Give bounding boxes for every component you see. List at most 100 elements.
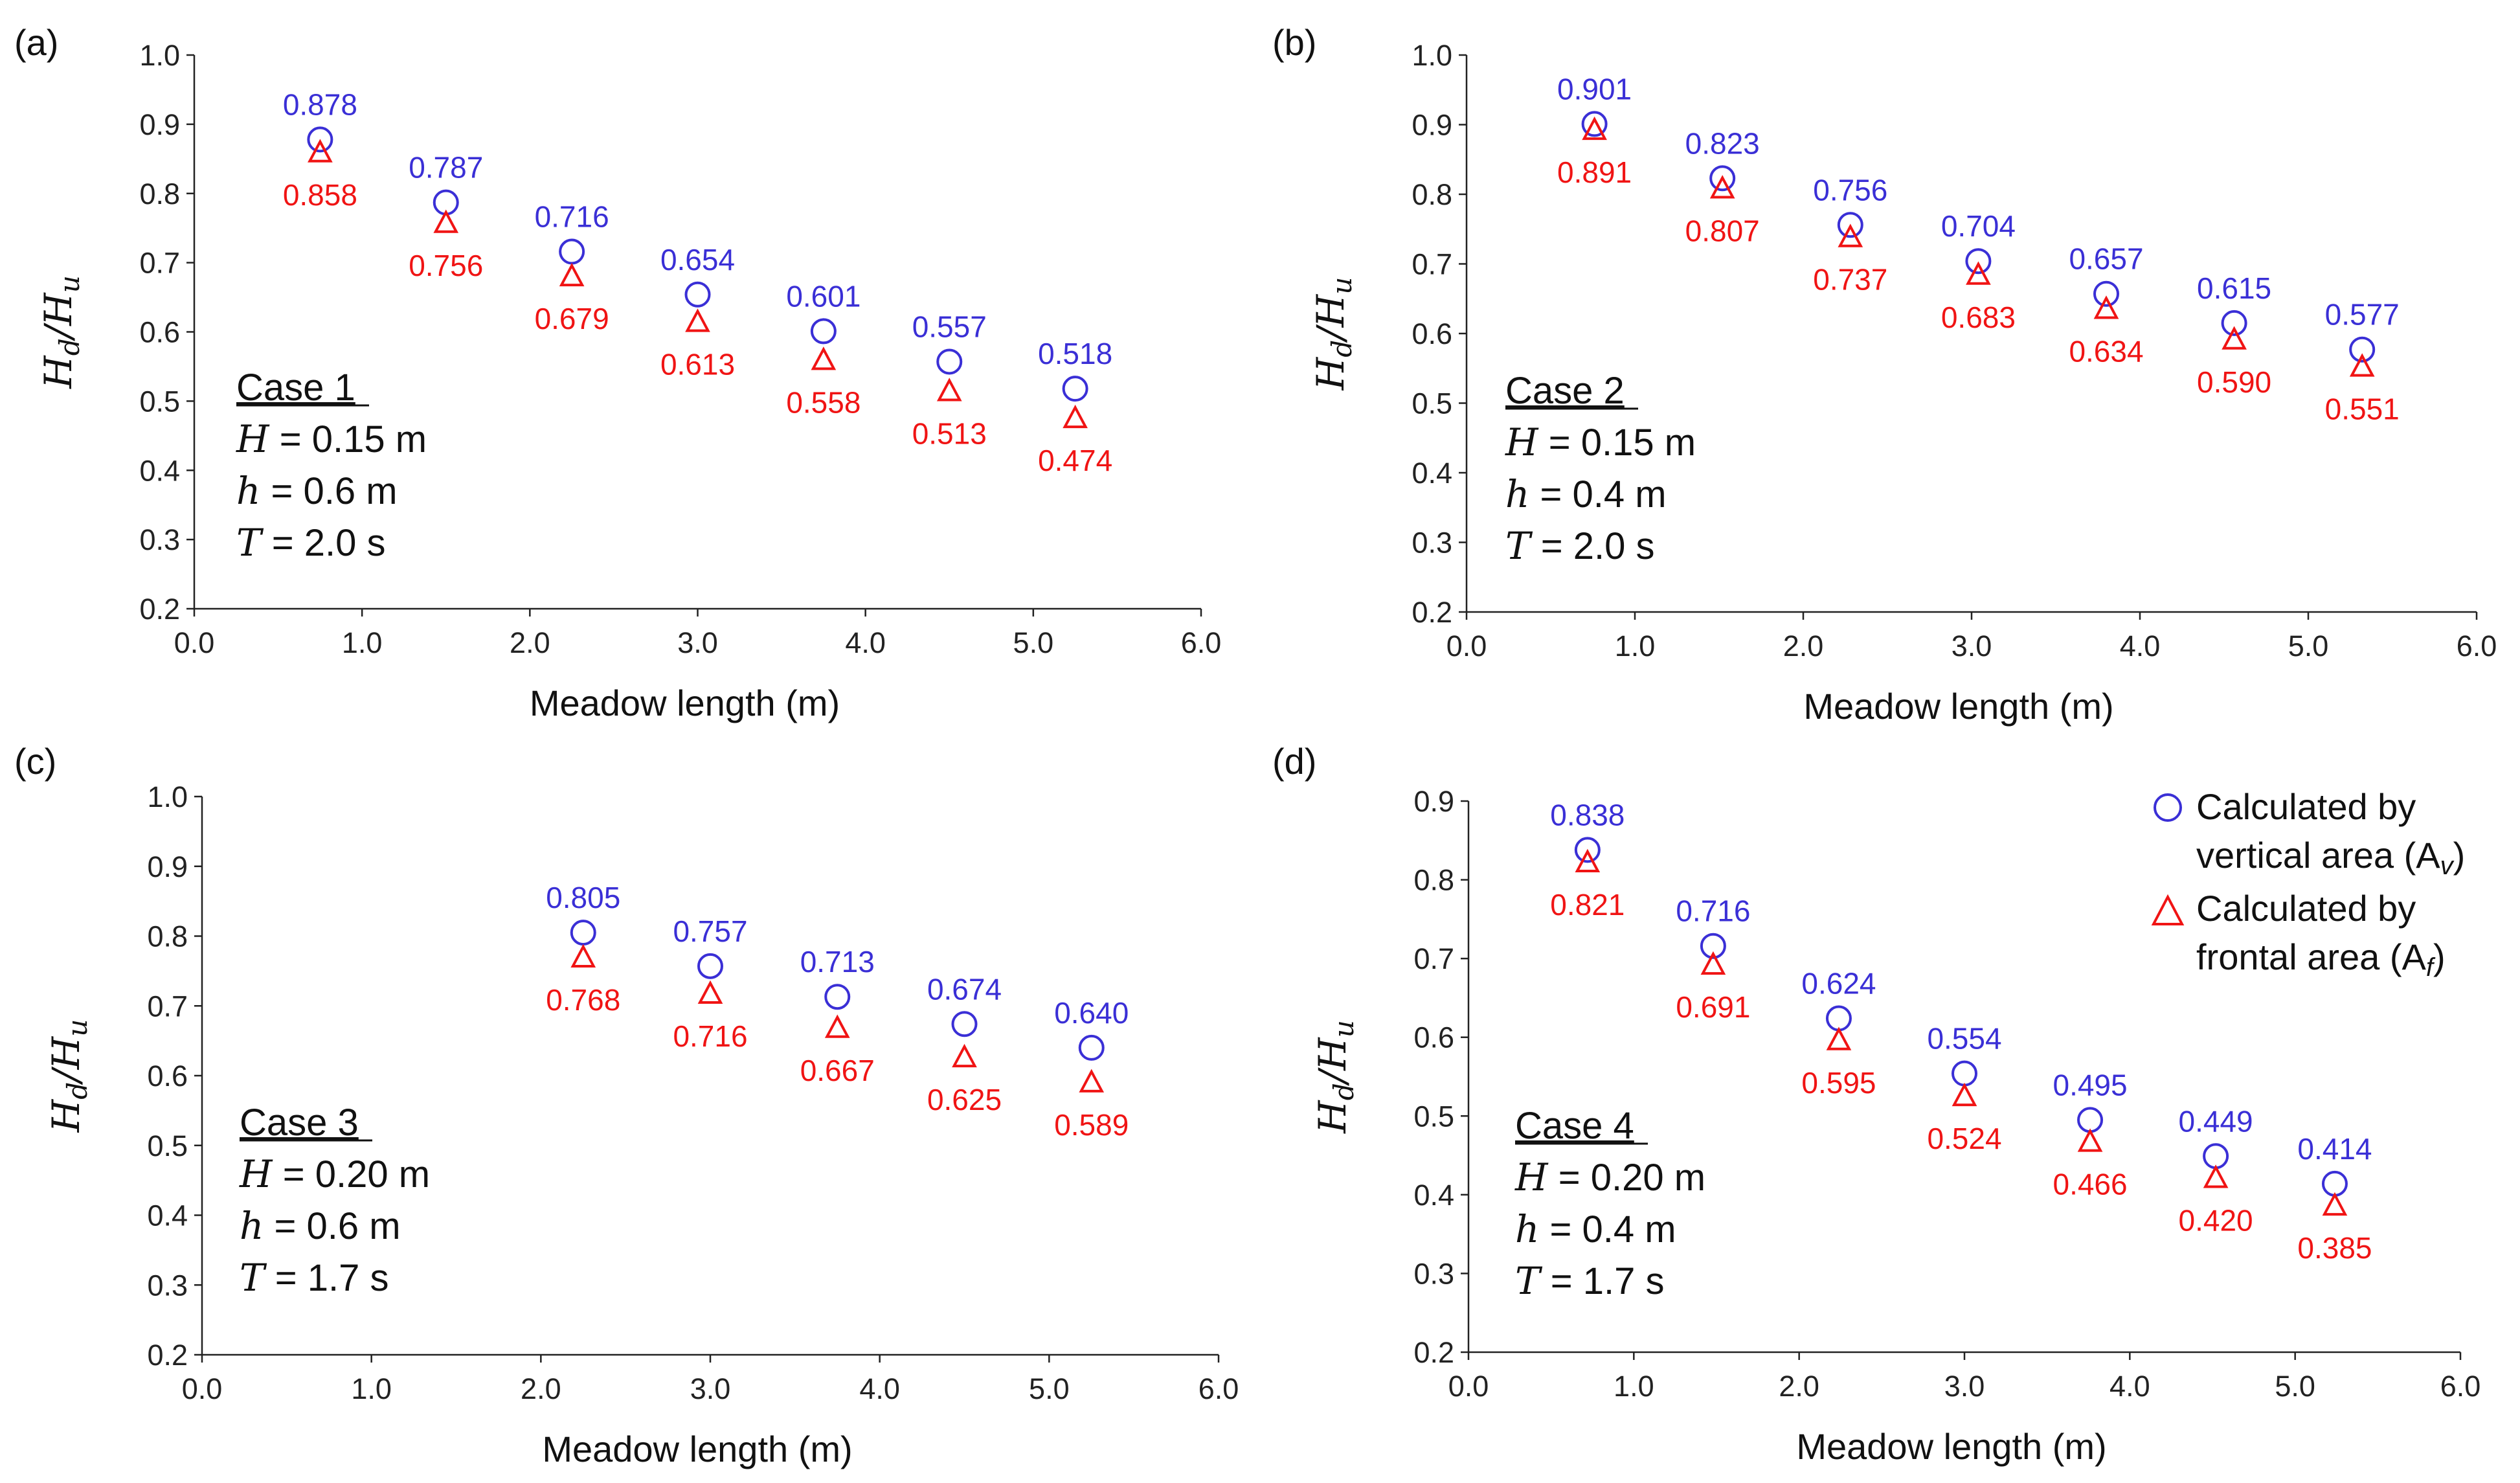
case-info-t: T = 2.0 s	[236, 521, 386, 565]
frontal-area-label: 0.474	[1038, 444, 1112, 477]
frontal-area-point	[1582, 116, 1607, 141]
frontal-area-point	[2322, 1192, 2348, 1216]
vertical-area-point	[2203, 1143, 2229, 1170]
vertical-area-label: 0.615	[2197, 271, 2271, 305]
frontal-area-point	[1575, 848, 1601, 873]
vertical-area-point	[697, 953, 723, 979]
legend: Calculated by vertical area (Av) Calcula…	[2151, 786, 2465, 982]
frontal-area-label: 0.821	[1550, 888, 1625, 922]
y-tick-label: 0.9	[1413, 785, 1454, 818]
y-axis-label: Hd/Hu	[1309, 277, 1358, 391]
legend-frontal-line1: Calculated by	[2196, 888, 2416, 929]
frontal-area-label: 0.513	[912, 416, 987, 450]
frontal-area-label: 0.595	[1801, 1066, 1876, 1100]
frontal-area-point	[1838, 223, 1863, 247]
frontal-area-label: 0.590	[2197, 365, 2271, 399]
x-tick-label: 2.0	[1779, 1370, 1819, 1403]
vertical-area-label: 0.805	[546, 881, 620, 914]
case-info-title: Case 2	[1505, 370, 1625, 412]
x-tick-label: 0.0	[1448, 1370, 1489, 1403]
panel-label: (d)	[1272, 741, 1316, 782]
vertical-area-label: 0.449	[2179, 1104, 2253, 1138]
y-tick-label: 0.2	[139, 593, 180, 626]
y-tick-label: 0.8	[147, 920, 188, 953]
frontal-area-label: 0.634	[2069, 334, 2143, 368]
y-tick-label: 0.3	[139, 523, 180, 556]
x-tick-label: 0.0	[182, 1372, 223, 1405]
panel-a: (a) 0.2 0.3 0.4 0.5 0.6 0.7 0.8 0.9 1.0 0.0 1.0 2.0 3…	[14, 22, 1221, 723]
x-tick-label: 5.0	[1013, 626, 1054, 659]
frontal-area-point	[824, 1014, 850, 1038]
vertical-area-label: 0.757	[673, 914, 747, 948]
case-info-title: Case 4	[1515, 1105, 1634, 1147]
vertical-area-label: 0.878	[283, 87, 357, 121]
vertical-area-label: 0.577	[2325, 298, 2400, 332]
y-tick-label: 0.7	[1412, 248, 1452, 281]
x-axis-label: Meadow length (m)	[530, 683, 840, 723]
x-axis-label: Meadow length (m)	[1803, 686, 2113, 727]
vertical-area-label: 0.838	[1550, 798, 1625, 832]
vertical-area-point	[307, 126, 333, 153]
x-tick-label: 0.0	[174, 626, 215, 659]
y-tick-label: 0.3	[1413, 1257, 1454, 1290]
vertical-area-label: 0.654	[660, 243, 735, 277]
vertical-area-point	[1581, 111, 1608, 137]
frontal-area-point	[559, 262, 585, 287]
frontal-area-label: 0.420	[2179, 1204, 2253, 1238]
x-tick-label: 6.0	[2440, 1370, 2481, 1403]
x-tick-label: 4.0	[845, 626, 886, 659]
case-info-h: H = 0.15 m	[1505, 420, 1696, 464]
vertical-area-label: 0.704	[1941, 209, 2016, 243]
x-tick-label: 1.0	[1615, 629, 1656, 662]
frontal-area-point	[2093, 295, 2119, 319]
frontal-area-label: 0.756	[409, 249, 483, 282]
vertical-area-point	[570, 920, 596, 946]
frontal-area-label: 0.683	[1941, 300, 2016, 334]
y-tick-label: 0.7	[1413, 942, 1454, 975]
y-tick-label: 0.4	[1413, 1179, 1454, 1212]
y-tick-label: 0.5	[1413, 1100, 1454, 1133]
case-info-title: Case 1	[236, 367, 355, 409]
vertical-area-point	[936, 348, 963, 375]
legend-circle-icon	[2154, 793, 2182, 822]
y-tick-label: 0.6	[147, 1059, 188, 1092]
vertical-area-label: 0.495	[2053, 1068, 2127, 1102]
x-tick-label: 1.0	[342, 626, 383, 659]
vertical-area-point	[1825, 1005, 1852, 1032]
x-tick-label: 1.0	[1614, 1370, 1654, 1403]
frontal-area-label: 0.524	[1927, 1122, 2001, 1155]
frontal-area-label: 0.589	[1054, 1108, 1129, 1142]
frontal-area-point	[1700, 951, 1726, 975]
vertical-area-point	[1952, 1060, 1977, 1087]
frontal-area-label: 0.385	[2297, 1231, 2372, 1265]
vertical-area-label: 0.674	[927, 972, 1002, 1006]
frontal-area-point	[433, 209, 459, 233]
frontal-area-point	[811, 346, 837, 370]
vertical-area-point	[684, 281, 711, 308]
case-info-h: H = 0.15 m	[236, 417, 427, 461]
frontal-area-point	[697, 980, 723, 1004]
vertical-area-label: 0.554	[1927, 1022, 2001, 1056]
x-tick-label: 5.0	[2288, 629, 2329, 662]
x-tick-label: 6.0	[2457, 629, 2497, 662]
x-tick-label: 3.0	[690, 1372, 731, 1405]
y-tick-label: 0.2	[147, 1339, 188, 1372]
frontal-area-label: 0.679	[535, 302, 609, 335]
frontal-area-label: 0.858	[283, 178, 357, 212]
vertical-area-label: 0.657	[2069, 242, 2143, 276]
x-tick-label: 2.0	[510, 626, 550, 659]
y-tick-label: 0.6	[139, 316, 180, 349]
case-info-title: Case 3	[240, 1102, 359, 1144]
frontal-area-point	[570, 944, 596, 968]
frontal-area-point	[952, 1043, 977, 1068]
frontal-area-point	[1063, 404, 1088, 429]
y-tick-label: 0.8	[139, 177, 180, 210]
case-info-h: h = 0.4 m	[1505, 472, 1667, 516]
x-axis-label: Meadow length (m)	[542, 1429, 852, 1469]
y-tick-label: 0.5	[1412, 387, 1452, 420]
vertical-area-point	[1078, 1034, 1105, 1061]
legend-triangle-icon	[2151, 894, 2185, 925]
case-info-t: T = 2.0 s	[1505, 524, 1655, 568]
y-tick-label: 0.7	[147, 990, 188, 1023]
vertical-area-point	[1062, 376, 1088, 402]
